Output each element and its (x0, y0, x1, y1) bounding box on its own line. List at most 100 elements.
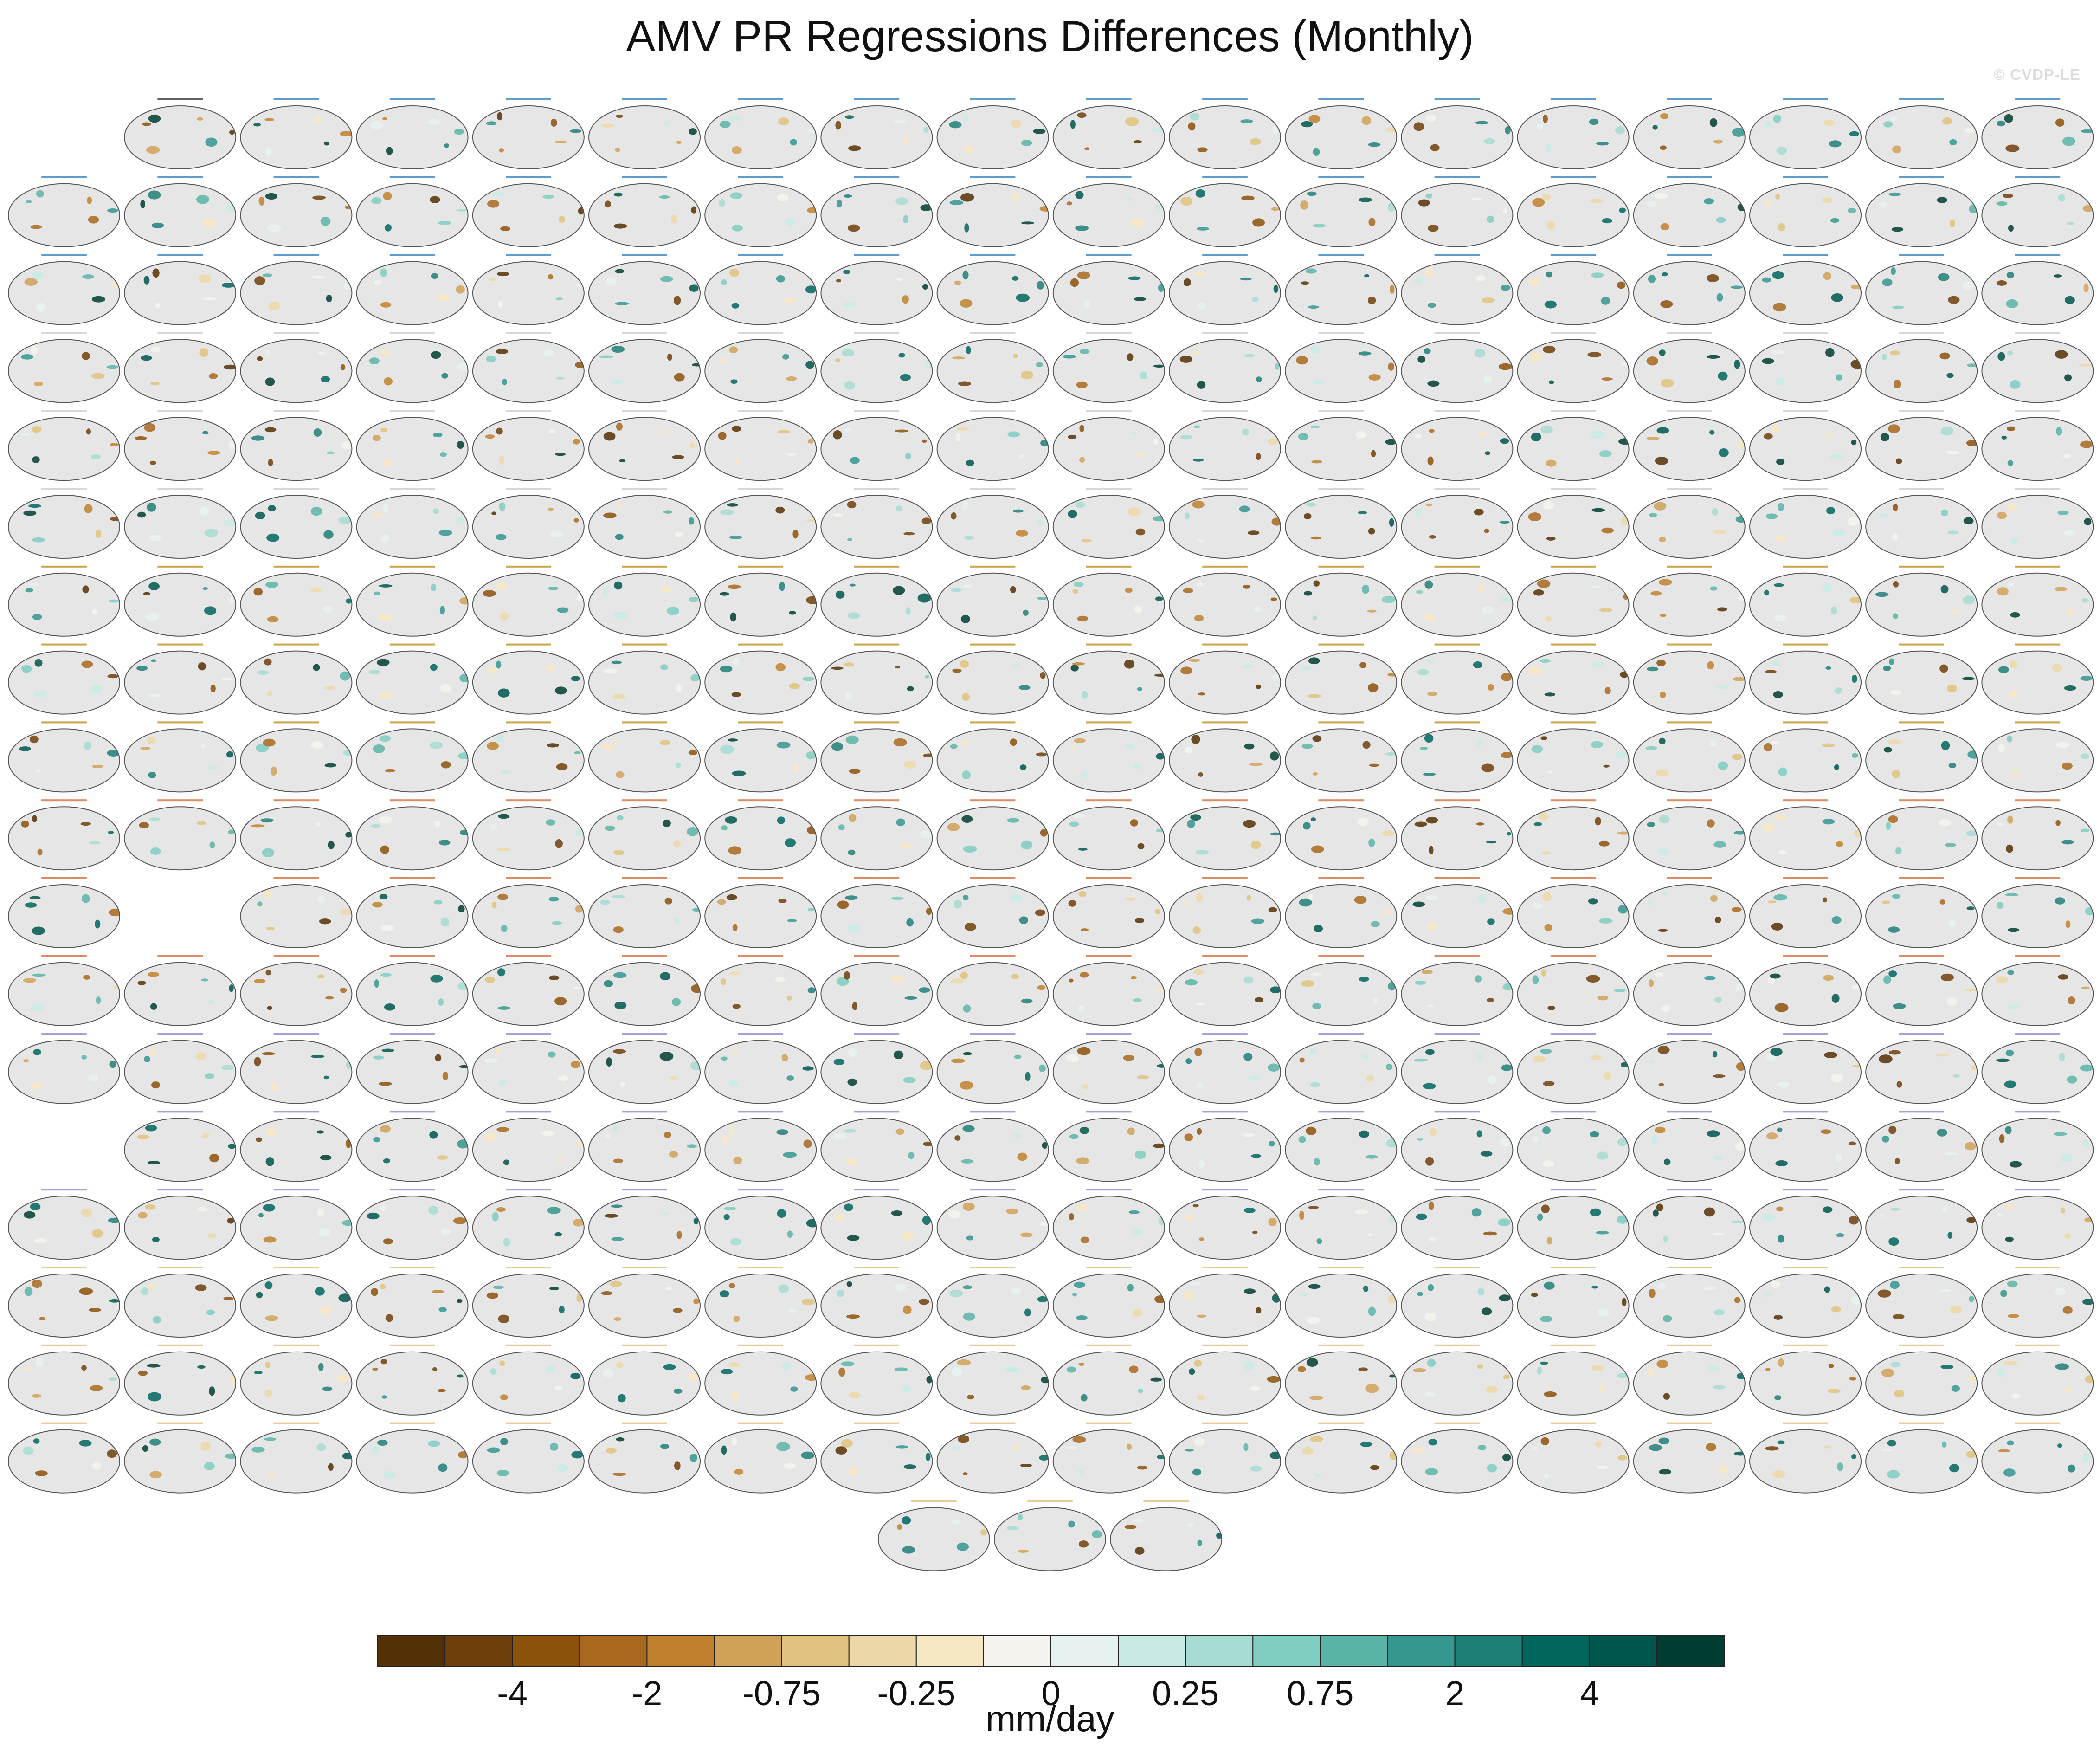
map-panel (1517, 1111, 1630, 1182)
map-panel (1052, 1344, 1165, 1416)
map-panel (356, 254, 469, 325)
map-panel (820, 721, 933, 793)
map-panel (588, 98, 701, 169)
map-panel (124, 1422, 237, 1494)
colorbar-box (714, 1635, 782, 1667)
map-panel (1169, 643, 1281, 715)
map-panel (1517, 1344, 1630, 1416)
colorbar-box (983, 1635, 1051, 1667)
map-panel (1749, 721, 1862, 793)
map-panel (472, 1422, 585, 1494)
map-panel (1981, 1111, 2094, 1182)
map-panel (124, 1033, 237, 1104)
map-panel (1633, 1267, 1746, 1338)
map-panel (704, 1344, 817, 1416)
map-panel (588, 176, 701, 247)
map-panel (1517, 254, 1630, 325)
map-panel (1981, 955, 2094, 1026)
chart-title: AMV PR Regressions Differences (Monthly) (626, 12, 1474, 60)
map-panel (472, 955, 585, 1026)
map-panel (588, 799, 701, 871)
map-panel (936, 410, 1049, 481)
map-panel (472, 877, 585, 948)
map-panel (1865, 1422, 1978, 1494)
map-panel (8, 721, 120, 793)
map-panel (588, 1344, 701, 1416)
map-panel (8, 488, 120, 559)
map-panel (1401, 1189, 1514, 1260)
map-panel (8, 1189, 120, 1260)
map-panel (1517, 643, 1630, 715)
colorbar-box (1454, 1635, 1523, 1667)
map-panel (356, 877, 469, 948)
map-panel (1865, 1111, 1978, 1182)
map-panel (356, 955, 469, 1026)
map-panel (1981, 1422, 2094, 1494)
map-panel (472, 98, 585, 169)
map-panel (704, 1422, 817, 1494)
map-panel (1110, 1500, 1223, 1571)
map-panel (588, 1189, 701, 1260)
map-panel (1169, 1111, 1281, 1182)
map-panel (1052, 565, 1165, 637)
map-panel (1633, 488, 1746, 559)
map-panel (1981, 799, 2094, 871)
map-panel (936, 721, 1049, 793)
map-panel (588, 721, 701, 793)
map-panel (8, 1422, 120, 1494)
colorbar-units: mm/day (986, 1698, 1114, 1739)
map-panel (820, 176, 933, 247)
map-panel (820, 955, 933, 1026)
colorbar-box (579, 1635, 648, 1667)
map-panel (356, 98, 469, 169)
map-panel (124, 254, 237, 325)
map-panel (1285, 254, 1398, 325)
map-panel (1285, 1344, 1398, 1416)
map-panel (1633, 1033, 1746, 1104)
map-panel (240, 488, 353, 559)
map-panel (820, 488, 933, 559)
map-panel (820, 1033, 933, 1104)
map-panel (1749, 254, 1862, 325)
map-panel (820, 1422, 933, 1494)
map-panel (1865, 410, 1978, 481)
map-panel (936, 799, 1049, 871)
map-panel (1052, 488, 1165, 559)
map-panel (1401, 1344, 1514, 1416)
map-panel (1052, 332, 1165, 403)
colorbar-box (1320, 1635, 1388, 1667)
map-panel (1865, 799, 1978, 871)
map-panel (820, 1111, 933, 1182)
map-panel (1401, 332, 1514, 403)
map-panel (1633, 643, 1746, 715)
map-panel (1749, 955, 1862, 1026)
map-panel (472, 254, 585, 325)
map-panel (1633, 565, 1746, 637)
map-panel (472, 1033, 585, 1104)
map-panel (1633, 1422, 1746, 1494)
map-panel (1517, 799, 1630, 871)
map-panel (1865, 955, 1978, 1026)
map-panel (1633, 1111, 1746, 1182)
map-panel (1749, 799, 1862, 871)
map-panel (1401, 877, 1514, 948)
map-panel (1633, 799, 1746, 871)
map-panel (936, 955, 1049, 1026)
map-panel (936, 1033, 1049, 1104)
map-panel (1517, 98, 1630, 169)
map-panel (356, 799, 469, 871)
map-panel (588, 254, 701, 325)
map-panel (1401, 410, 1514, 481)
map-panel (1517, 332, 1630, 403)
map-panel (704, 877, 817, 948)
map-panel (1285, 643, 1398, 715)
colorbar-box (1521, 1635, 1590, 1667)
map-panel (1517, 565, 1630, 637)
map-panel (1749, 410, 1862, 481)
map-panel (1981, 1344, 2094, 1416)
map-panel (1401, 1033, 1514, 1104)
map-panel (240, 332, 353, 403)
map-panel (1517, 488, 1630, 559)
map-panel (1169, 955, 1281, 1026)
map-panel (472, 176, 585, 247)
